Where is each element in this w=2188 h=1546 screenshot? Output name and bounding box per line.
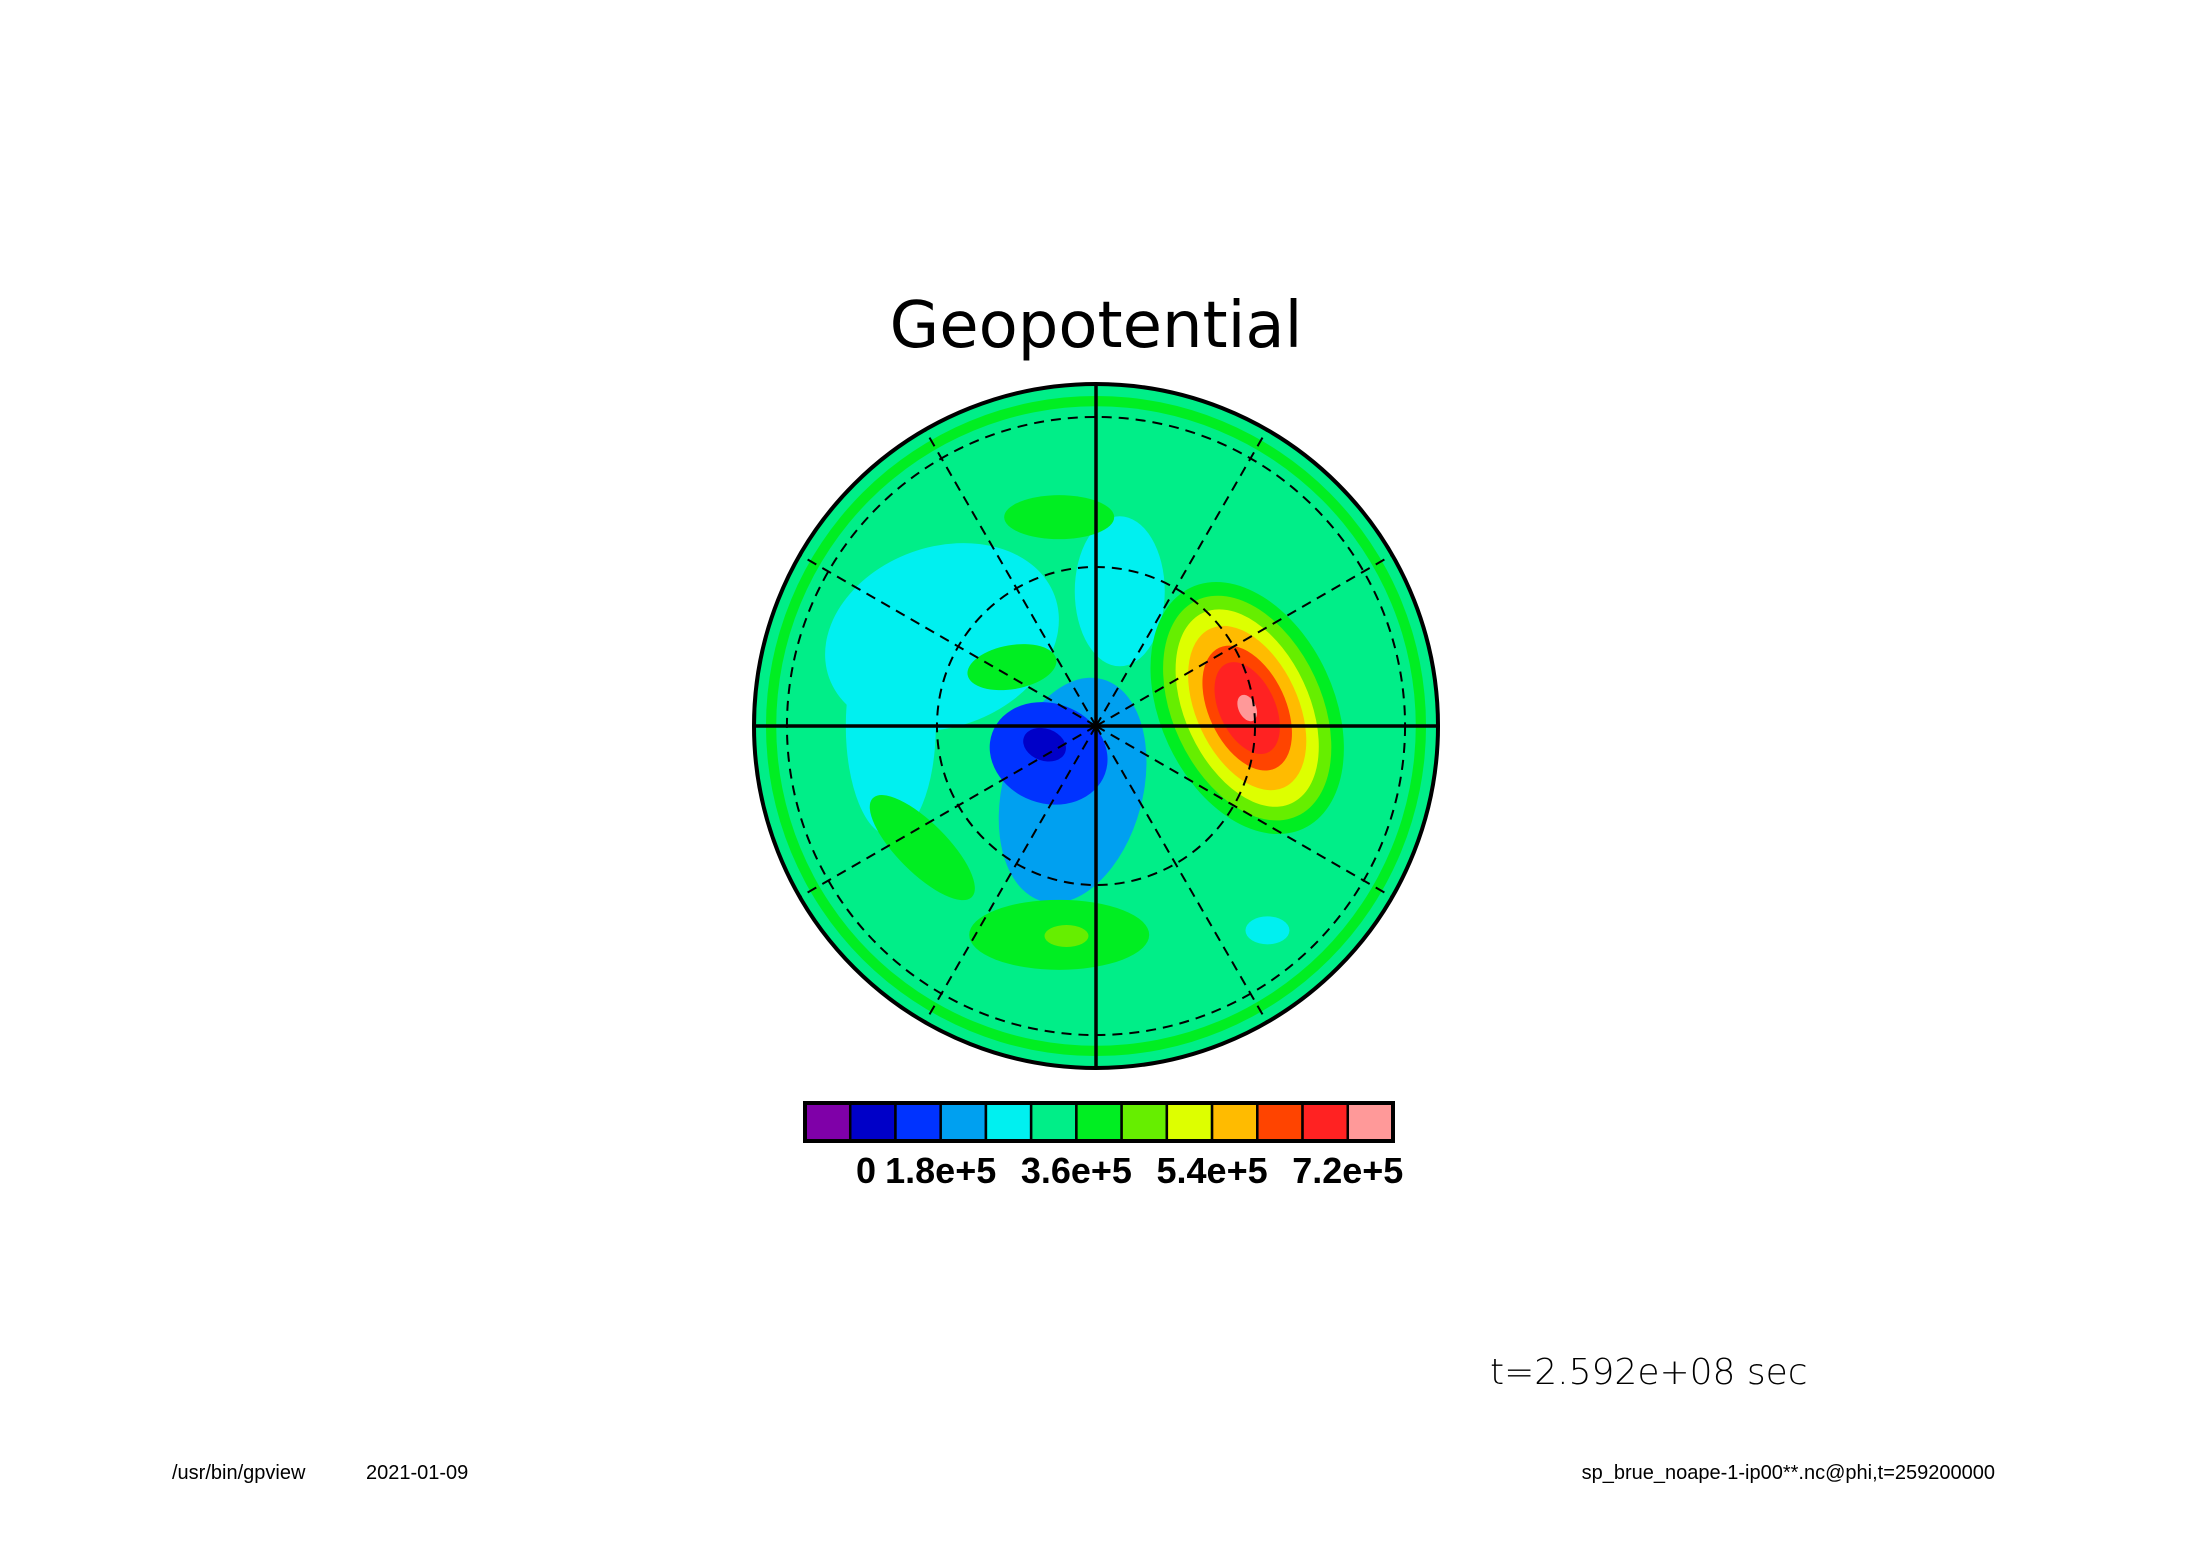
colorbar-tick-label: 3.6e+5: [1021, 1150, 1132, 1191]
meridian-60: [1095, 554, 1393, 727]
colorbar-swatch: [848, 1101, 897, 1143]
footer-program: /usr/bin/gpview: [172, 1462, 306, 1484]
meridian-210: [924, 725, 1097, 1023]
meridian-330: [924, 429, 1097, 727]
latitude-circle-1: [935, 565, 1257, 887]
colorbar-swatch: [1029, 1101, 1078, 1143]
field-region-10: [1044, 924, 1089, 947]
colorbar-tick-label: 7.2e+5: [1292, 1150, 1403, 1191]
colorbar-swatch: [1256, 1101, 1304, 1143]
meridian-120: [1095, 725, 1393, 898]
colorbar-swatch: [1210, 1101, 1259, 1143]
colorbar-swatch: [1165, 1101, 1214, 1143]
polar-map: [752, 382, 1440, 1070]
time-annotation: t=2.592e+08 sec: [1490, 1352, 1808, 1393]
footer-date: 2021-01-09: [366, 1462, 468, 1484]
colorbar-swatch: [1120, 1101, 1169, 1143]
colorbar-tick-label: 0: [856, 1150, 876, 1191]
meridian-300: [799, 554, 1097, 727]
chart-title: Geopotential: [890, 289, 1303, 363]
footer-left: /usr/bin/gpview 2021-01-09: [172, 1462, 468, 1484]
latitude-circle-2: [785, 415, 1407, 1037]
meridian-150: [1095, 725, 1268, 1023]
field-region-5: [1023, 727, 1066, 762]
colorbar-tick-label: 5.4e+5: [1157, 1150, 1268, 1191]
colorbar-swatch: [1075, 1101, 1123, 1143]
colorbar-tick-label: 1.8e+5: [885, 1150, 996, 1191]
field-region-2: [1074, 516, 1165, 667]
field-region-11: [869, 795, 975, 901]
field-region-6: [1245, 916, 1290, 945]
colorbar-swatch: [803, 1101, 852, 1143]
map-gridlines: [754, 384, 1438, 1068]
colorbar-frame: [803, 1101, 1395, 1143]
meridian-30: [1095, 429, 1268, 727]
colorbar-swatch: [984, 1101, 1033, 1143]
meridian-240: [799, 725, 1097, 898]
field-region-7: [1004, 495, 1115, 540]
colorbar: 0 1.8e+5 3.6e+5 5.4e+5 7.2e+5: [803, 1101, 1403, 1191]
map-boundary: [752, 382, 1440, 1070]
field-region-8: [967, 644, 1057, 691]
colorbar-swatch: [894, 1101, 942, 1143]
footer-source: sp_brue_noape-1-ip00**.nc@phi,t=25920000…: [1582, 1462, 1995, 1484]
colorbar-swatch: [1346, 1101, 1395, 1143]
colorbar-swatch: [1301, 1101, 1350, 1143]
colorbar-swatch: [939, 1101, 988, 1143]
